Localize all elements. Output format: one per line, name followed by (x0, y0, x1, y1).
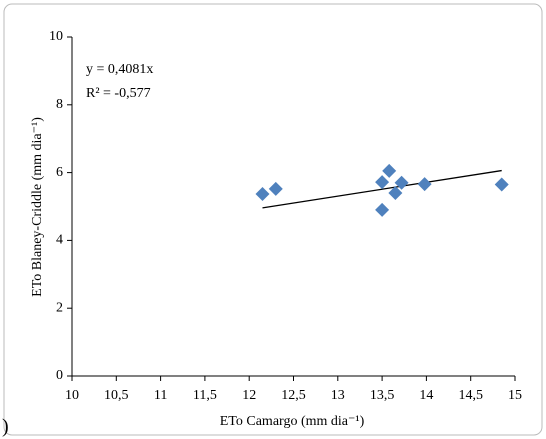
point (255, 186, 270, 201)
point (375, 175, 390, 190)
trendline (262, 169, 502, 209)
panel-label: ) (2, 416, 9, 438)
x-tick-label: 10,5 (104, 388, 129, 403)
x-tick-label: 12 (242, 388, 256, 403)
chart-frame (3, 3, 543, 436)
point (268, 181, 283, 196)
y-axis-label: ETo Blaney-Criddle (mm dia⁻¹) (30, 117, 45, 297)
x-tick-label: 13 (331, 388, 345, 403)
x-axis-label: ETo Camargo (mm dia⁻¹) (220, 414, 365, 429)
x-tick-label: 11 (154, 388, 167, 403)
y-tick-label: 10 (49, 29, 63, 44)
y-tick-label: 6 (56, 165, 63, 180)
x-tick-label: 15 (508, 388, 522, 403)
annotation: R² = -0,577 (86, 86, 151, 101)
point (375, 202, 390, 217)
y-tick-label: 4 (56, 233, 63, 248)
point (494, 177, 509, 192)
x-tick-label: 11,5 (193, 388, 217, 403)
point (382, 163, 397, 178)
x-tick-label: 13,5 (370, 388, 395, 403)
annotation: y = 0,4081x (86, 62, 153, 77)
y-tick-label: 0 (56, 368, 63, 383)
x-tick-label: 12,5 (281, 388, 306, 403)
x-tick-label: 14 (419, 388, 433, 403)
point (394, 175, 409, 190)
x-tick-label: 10 (65, 388, 79, 403)
x-tick-label: 14,5 (458, 388, 483, 403)
y-tick-label: 2 (56, 300, 63, 315)
y-tick-label: 8 (56, 97, 63, 112)
point (417, 177, 432, 192)
point (388, 185, 403, 200)
